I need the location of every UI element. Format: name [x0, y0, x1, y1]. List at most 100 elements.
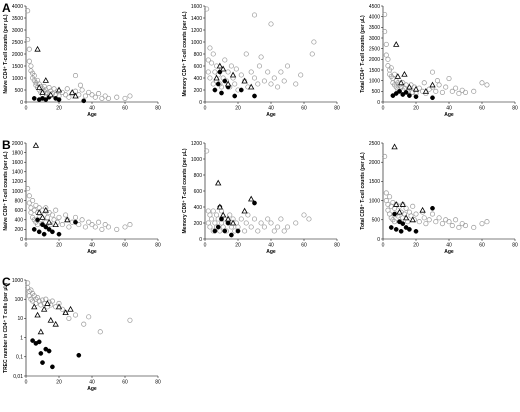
- data-point-triangle: [36, 84, 43, 90]
- data-point-open-circle: [382, 153, 388, 159]
- data-point-open-circle: [416, 219, 422, 225]
- y-axis-label: Memory CD4⁺ T-cell counts (per µL): [182, 11, 188, 96]
- data-point-open-circle: [258, 220, 264, 226]
- data-point-open-circle: [97, 329, 103, 335]
- data-point-open-circle: [453, 85, 459, 91]
- data-point-filled-circle: [398, 228, 404, 234]
- data-point-triangle: [39, 214, 46, 220]
- x-tick-label: 40: [89, 106, 95, 112]
- data-point-filled-circle: [430, 205, 435, 211]
- data-point-open-circle: [205, 69, 211, 75]
- y-tick-label: 0: [199, 237, 202, 243]
- x-tick-label: 80: [512, 106, 518, 112]
- data-point-open-circle: [225, 69, 231, 75]
- data-point-open-circle: [235, 224, 241, 230]
- chart-total-cd4: 0 20 40 60 80 0 500 1000 1500 2000 2500 3000 3500 400…: [360, 4, 518, 118]
- data-point-open-circle: [261, 224, 267, 230]
- data-point-triangle: [229, 71, 237, 78]
- x-tick-label: 60: [479, 106, 485, 112]
- data-point-triangle: [36, 209, 43, 216]
- data-point-open-circle: [51, 86, 57, 92]
- data-point-open-circle: [92, 94, 98, 100]
- y-tick-label: 1600: [12, 160, 23, 166]
- data-point-triangle: [241, 77, 248, 84]
- x-tick-label: 40: [268, 243, 274, 249]
- data-point-filled-circle: [229, 232, 234, 238]
- data-point-open-circle: [383, 190, 389, 196]
- data-point-open-circle: [204, 148, 210, 154]
- data-point-open-circle: [30, 198, 36, 204]
- data-point-filled-circle: [76, 352, 82, 358]
- data-point-open-circle: [387, 194, 393, 200]
- data-point-open-circle: [390, 199, 396, 206]
- panel-letter-b: B: [2, 138, 11, 152]
- data-point-open-circle: [81, 321, 87, 327]
- data-point-filled-circle: [81, 98, 87, 104]
- data-point-open-circle: [26, 193, 32, 199]
- data-point-filled-circle: [31, 227, 37, 232]
- y-tick-label: 400: [15, 218, 24, 224]
- data-point-open-circle: [251, 75, 258, 81]
- data-point-triangle: [219, 65, 227, 72]
- data-point-open-circle: [72, 73, 79, 79]
- y-axis-label: Naïve CD8⁺ T-cell counts (per µL): [3, 151, 9, 230]
- x-tick-label: 0: [25, 106, 28, 112]
- data-point-open-circle: [33, 202, 39, 208]
- data-point-filled-circle: [36, 229, 42, 235]
- data-point-open-circle: [449, 223, 455, 229]
- data-point-open-circle: [245, 212, 251, 218]
- data-point-filled-circle: [407, 227, 412, 232]
- data-point-triangle: [42, 206, 49, 213]
- data-point-filled-circle: [430, 95, 435, 101]
- x-axis-label: Age: [444, 249, 454, 255]
- data-point-open-circle: [410, 89, 416, 95]
- data-point-filled-circle: [407, 93, 412, 98]
- data-point-triangle: [229, 219, 237, 226]
- data-point-open-circle: [51, 217, 57, 223]
- y-tick-label: 500: [372, 89, 381, 95]
- data-point-triangle: [393, 201, 400, 207]
- data-point-open-circle: [383, 41, 389, 47]
- data-point-open-circle: [242, 228, 248, 234]
- data-point-triangle: [402, 214, 410, 221]
- data-point-triangle: [69, 89, 76, 95]
- data-point-filled-circle: [222, 228, 228, 234]
- data-point-triangle: [55, 303, 63, 310]
- data-point-open-circle: [105, 95, 112, 101]
- data-point-open-circle: [209, 216, 215, 222]
- y-tick-label: 1000: [12, 278, 23, 284]
- data-point-triangle: [409, 216, 416, 223]
- y-tick-label: 0: [377, 237, 380, 243]
- data-point-filled-circle: [397, 88, 402, 94]
- data-point-filled-circle: [403, 90, 409, 95]
- data-point-open-circle: [209, 60, 215, 66]
- data-point-filled-circle: [388, 225, 394, 230]
- y-axis-label: Naïve CD4⁺ T-cell counts (per µL): [3, 14, 9, 93]
- data-point-open-circle: [298, 72, 304, 78]
- data-point-open-circle: [385, 56, 391, 62]
- data-point-triangle: [422, 88, 430, 94]
- y-tick-label: 0: [199, 100, 202, 106]
- data-point-triangle: [72, 92, 79, 99]
- data-point-open-circle: [66, 224, 72, 230]
- y-tick-label: 2000: [369, 57, 380, 63]
- x-tick-label: 20: [56, 243, 62, 249]
- data-point-open-circle: [26, 58, 32, 64]
- data-point-open-circle: [82, 224, 88, 230]
- y-axis-label: TREC number in CD4⁺ T cells (per µL): [3, 283, 9, 373]
- data-point-open-circle: [268, 21, 274, 27]
- data-point-triangle: [37, 328, 45, 335]
- y-tick-label: 4000: [12, 4, 23, 10]
- y-tick-label: 10: [17, 316, 23, 322]
- data-point-triangle: [219, 211, 227, 218]
- data-point-filled-circle: [43, 97, 49, 102]
- x-tick-label: 60: [122, 380, 128, 386]
- data-point-triangle: [399, 201, 406, 207]
- x-tick-label: 40: [268, 106, 274, 112]
- data-point-open-circle: [456, 224, 462, 231]
- data-point-filled-circle: [393, 227, 399, 232]
- data-point-open-circle: [25, 37, 31, 43]
- data-point-open-circle: [99, 95, 105, 101]
- data-point-open-circle: [265, 216, 271, 222]
- x-tick-label: 60: [301, 243, 307, 249]
